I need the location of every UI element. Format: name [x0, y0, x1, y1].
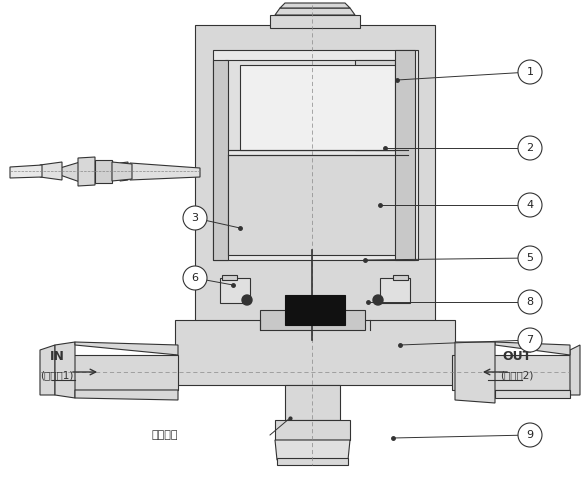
Polygon shape [280, 3, 350, 8]
Bar [355, 60, 395, 150]
Polygon shape [275, 420, 350, 440]
Bar [222, 275, 237, 280]
Circle shape [518, 246, 542, 270]
Bar [380, 278, 410, 303]
Text: 1: 1 [526, 67, 533, 77]
Text: (ボート1): (ボート1) [40, 370, 73, 380]
Text: (ボート2): (ボート2) [500, 370, 533, 380]
Polygon shape [112, 162, 132, 181]
Text: 3: 3 [191, 213, 198, 223]
Circle shape [183, 206, 207, 230]
Polygon shape [270, 15, 360, 28]
Text: 2: 2 [526, 143, 533, 153]
Bar [225, 60, 405, 150]
Polygon shape [275, 8, 355, 15]
Text: 9: 9 [526, 430, 533, 440]
Polygon shape [40, 162, 62, 180]
Text: 7: 7 [526, 335, 533, 345]
Bar [260, 310, 365, 330]
Polygon shape [10, 165, 42, 178]
Polygon shape [285, 385, 340, 420]
Bar [213, 50, 418, 260]
Circle shape [518, 60, 542, 84]
Polygon shape [90, 162, 98, 181]
Polygon shape [75, 342, 178, 355]
Polygon shape [275, 440, 350, 460]
Circle shape [518, 290, 542, 314]
Circle shape [518, 328, 542, 352]
Text: OUT: OUT [503, 350, 532, 364]
Circle shape [373, 295, 383, 305]
Polygon shape [75, 390, 178, 400]
Polygon shape [55, 342, 75, 398]
Bar [395, 50, 415, 260]
Bar [220, 278, 250, 303]
Bar [240, 65, 395, 150]
Text: 5: 5 [526, 253, 533, 263]
Polygon shape [78, 157, 95, 186]
Text: 4: 4 [526, 200, 533, 210]
Circle shape [518, 423, 542, 447]
Polygon shape [570, 345, 580, 395]
Polygon shape [40, 345, 55, 395]
Circle shape [518, 136, 542, 160]
Polygon shape [452, 355, 570, 390]
Polygon shape [175, 320, 455, 385]
Polygon shape [495, 390, 570, 398]
Circle shape [518, 193, 542, 217]
Text: ボペット: ボペット [152, 430, 178, 440]
Text: 8: 8 [526, 297, 533, 307]
Polygon shape [105, 162, 113, 181]
Polygon shape [285, 295, 345, 325]
Text: 6: 6 [191, 273, 198, 283]
Polygon shape [130, 163, 200, 180]
Polygon shape [60, 162, 80, 182]
Bar [213, 60, 228, 260]
Polygon shape [95, 160, 112, 183]
Circle shape [183, 266, 207, 290]
Polygon shape [195, 25, 435, 325]
Bar [393, 275, 408, 280]
Bar [228, 155, 408, 255]
Polygon shape [120, 162, 128, 181]
Text: IN: IN [50, 350, 65, 364]
Polygon shape [40, 355, 178, 390]
Polygon shape [277, 458, 348, 465]
Circle shape [242, 295, 252, 305]
Polygon shape [455, 342, 495, 403]
Polygon shape [495, 342, 570, 355]
